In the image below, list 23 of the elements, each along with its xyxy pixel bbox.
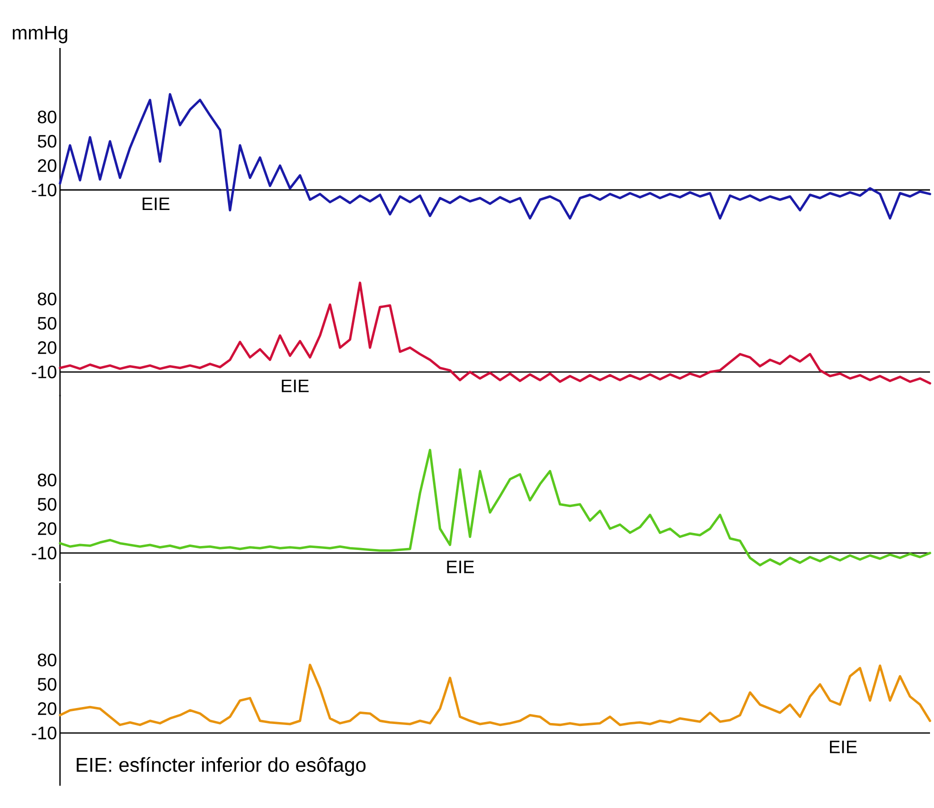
y-tick-label: -10	[32, 184, 56, 196]
annotation: EIE	[447, 560, 474, 574]
y-tick-label: -10	[32, 366, 56, 378]
line-series	[58, 93, 932, 220]
y-axis-title: mmHg	[12, 26, 68, 44]
y-tick-label: 20	[38, 159, 56, 172]
y-tick-label: -10	[32, 726, 56, 740]
y-tick-label: 20	[38, 341, 56, 354]
annotation: EIE	[830, 740, 857, 754]
y-tick-label: 20	[38, 702, 56, 716]
y-tick-label: 80	[38, 292, 56, 306]
y-tick-label: -10	[32, 546, 56, 560]
y-tick-label: 80	[38, 474, 56, 486]
y-tick-label: 50	[38, 678, 56, 691]
y-tick-label: 50	[38, 316, 56, 330]
annotation: EIE: esfíncter inferior do esôfago	[76, 757, 366, 776]
y-tick-label: 80	[38, 654, 56, 666]
y-tick-label: 80	[38, 110, 56, 124]
annotation: EIE	[282, 380, 309, 392]
annotation: EIE	[142, 198, 170, 210]
y-tick-label: 20	[38, 522, 56, 536]
y-tick-label: 50	[38, 134, 56, 148]
y-tick-label: 50	[38, 498, 56, 511]
